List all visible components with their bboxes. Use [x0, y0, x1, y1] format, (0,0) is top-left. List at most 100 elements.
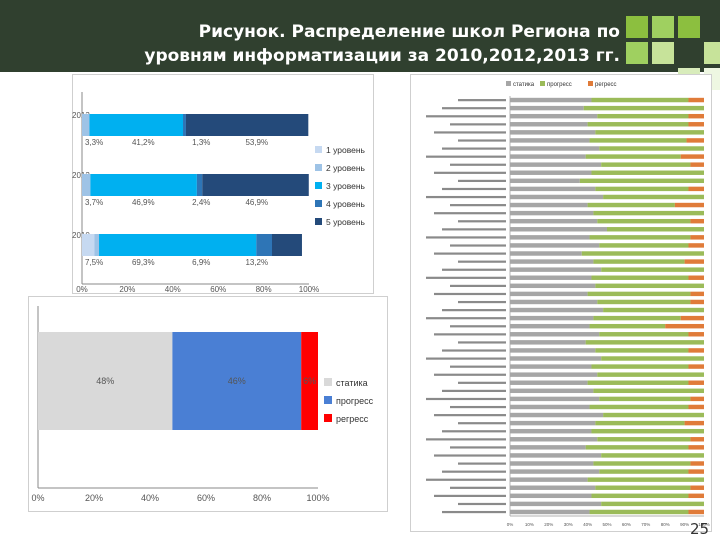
legend-label: 5 уровень	[326, 217, 366, 227]
bar-segment-statika	[510, 235, 590, 240]
bar-segment-progress	[599, 396, 691, 402]
decor-square	[652, 16, 674, 38]
bar-segment-statika	[510, 396, 600, 402]
bar-segment-statika	[510, 138, 590, 143]
bar-segment-progress	[581, 251, 704, 256]
category-label-blur	[434, 171, 506, 174]
data-label: 13,2%	[245, 258, 268, 267]
bar-segment-progress	[593, 315, 681, 321]
bar-segment-progress	[593, 461, 691, 466]
category-label-blur	[442, 470, 506, 473]
bar-segment-progress	[587, 202, 675, 208]
bar-segment-statika	[510, 372, 598, 377]
bar-segment-statika	[510, 501, 602, 507]
bar-segment-regress	[690, 291, 704, 297]
bar-segment	[99, 234, 257, 256]
decor-square	[678, 16, 700, 38]
bar-segment-progress	[599, 146, 704, 151]
bar-segment-progress	[591, 364, 689, 369]
bar-segment-regress	[688, 445, 704, 450]
x-tick-label: 0%	[507, 522, 514, 527]
bar-segment-progress	[601, 162, 691, 167]
bar-segment	[301, 332, 318, 430]
x-tick-label: 60%	[622, 522, 631, 527]
bar-segment-regress	[688, 97, 704, 103]
bar-segment-statika	[510, 509, 590, 515]
category-label-blur	[458, 381, 506, 384]
legend-swatch	[588, 81, 593, 86]
bar-segment-progress	[597, 299, 691, 305]
bar-segment-regress	[690, 162, 704, 167]
category-label-blur	[434, 252, 506, 255]
bar-segment	[185, 114, 309, 136]
bar-segment-statika	[510, 412, 604, 418]
bar-segment	[82, 114, 90, 136]
data-label: 41,2%	[132, 138, 155, 147]
bar-segment-progress	[595, 348, 689, 353]
bar-segment-regress	[684, 420, 704, 426]
bar-segment-statika	[510, 130, 596, 135]
bar-segment-progress	[591, 170, 704, 175]
bar-segment-statika	[510, 461, 594, 466]
category-label-blur	[458, 220, 506, 223]
bar-segment-progress	[593, 259, 685, 264]
bar-segment-progress	[603, 194, 704, 200]
x-tick-label: 80%	[253, 493, 271, 503]
bar-segment-statika	[510, 453, 602, 458]
bar-segment-regress	[688, 332, 704, 337]
category-label-blur	[442, 147, 506, 150]
x-tick-label: 100%	[299, 285, 319, 292]
bar-segment-progress	[601, 453, 704, 458]
bar-segment-statika	[510, 388, 594, 394]
category-label-blur	[434, 333, 506, 336]
bar-segment-regress	[688, 113, 704, 119]
title-line-1: Рисунок. Распределение школ Региона по	[198, 22, 620, 42]
bar-segment-progress	[603, 307, 704, 313]
bar-segment-progress	[597, 437, 691, 442]
legend-swatch	[540, 81, 545, 86]
bar-segment	[202, 174, 309, 196]
dynamics-summary-bar-chart: 0% 20% 40% 60% 80% 100% 48% 46% 6% статика прогрес…	[31, 306, 374, 503]
bar-segment-progress	[587, 477, 704, 482]
legend-label: регресс	[336, 414, 369, 424]
bar-segment-statika	[510, 97, 592, 103]
category-label-blur	[442, 187, 506, 191]
category-label-blur	[450, 163, 506, 166]
x-tick-label: 80%	[256, 285, 272, 292]
category-label-blur	[442, 389, 506, 393]
legend-label: 4 уровень	[326, 199, 366, 209]
bar-segment-statika	[510, 323, 590, 329]
levels-stacked-bar-chart: 0% 20% 40% 60% 80% 100% 2013 3,3% 41,2% 1,3% 53,9%…	[72, 92, 366, 292]
bar-segment-statika	[510, 105, 584, 111]
bar-segment-statika	[510, 299, 598, 305]
bar-segment-progress	[585, 340, 704, 345]
bar-segment-statika	[510, 332, 600, 337]
bar-segment-progress	[585, 445, 689, 450]
bar-segment-progress	[591, 97, 689, 103]
category-label-blur	[434, 494, 506, 498]
category-label-blur	[458, 260, 506, 263]
category-label-blur	[442, 510, 506, 514]
bar-segment-statika	[510, 218, 598, 224]
bar-segment-regress	[688, 348, 704, 353]
legend-label: регресс	[595, 82, 617, 88]
bar-segment-regress	[688, 493, 704, 499]
category-label-blur	[426, 397, 506, 401]
category-label-blur	[434, 373, 506, 376]
bar-segment-statika	[510, 210, 594, 216]
category-label-blur	[434, 292, 506, 296]
bar-segment-progress	[601, 501, 704, 507]
bar-segment-statika	[510, 170, 592, 175]
data-label: 6,9%	[192, 258, 210, 267]
x-tick-label: 50%	[602, 522, 611, 527]
category-label-blur	[426, 478, 506, 481]
legend-label: 1 уровень	[326, 145, 366, 155]
bar-segment-statika	[510, 275, 592, 280]
bar-segment-regress	[690, 437, 704, 442]
bar-segment-regress	[684, 259, 704, 264]
bar-segment-progress	[599, 243, 689, 248]
bar-segment-statika	[510, 227, 607, 232]
category-label-blur	[458, 99, 506, 102]
bar-segment-progress	[589, 509, 689, 515]
bar-segment-progress	[595, 485, 691, 490]
